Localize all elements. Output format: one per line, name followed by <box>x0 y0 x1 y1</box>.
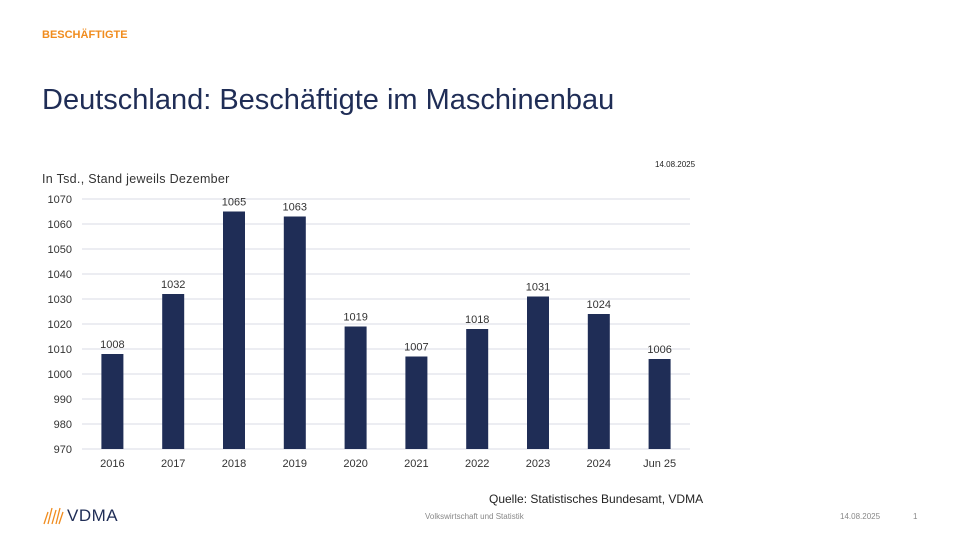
y-tick-label: 990 <box>54 394 72 406</box>
bar <box>648 359 671 449</box>
y-tick-label: 1070 <box>48 194 72 206</box>
x-tick-label: 2018 <box>222 458 246 470</box>
x-tick-label: 2016 <box>100 458 124 470</box>
logo-text: VDMA <box>67 506 119 525</box>
page-title: Deutschland: Beschäftigte im Maschinenba… <box>42 84 615 116</box>
footer-department: Volkswirtschaft und Statistik <box>425 512 524 521</box>
y-tick-label: 980 <box>54 419 72 431</box>
y-tick-label: 970 <box>54 444 72 456</box>
y-tick-label: 1040 <box>48 269 72 281</box>
x-tick-label: 2019 <box>283 458 307 470</box>
y-tick-label: 1030 <box>48 294 72 306</box>
bar <box>283 216 306 449</box>
bar <box>466 329 489 449</box>
footer-date: 14.08.2025 <box>840 512 881 521</box>
y-tick-label: 1060 <box>48 219 72 231</box>
data-label: 1065 <box>222 197 246 209</box>
x-tick-label: 2020 <box>343 458 367 470</box>
x-tick-label: Jun 25 <box>643 458 676 470</box>
data-label: 1032 <box>161 279 185 291</box>
y-tick-label: 1000 <box>48 369 72 381</box>
data-label: 1008 <box>100 339 124 351</box>
bar <box>223 211 245 449</box>
x-tick-label: 2021 <box>404 458 428 470</box>
kicker: BESCHÄFTIGTE <box>42 29 128 41</box>
data-label: 1024 <box>587 299 611 311</box>
y-tick-label: 1020 <box>48 319 72 331</box>
data-label: 1006 <box>647 344 671 356</box>
x-tick-label: 2022 <box>465 458 489 470</box>
source-note: Quelle: Statistisches Bundesamt, VDMA <box>489 492 704 506</box>
data-label: 1018 <box>465 314 489 326</box>
x-tick-label: 2017 <box>161 458 185 470</box>
chart-subtitle: In Tsd., Stand jeweils Dezember <box>42 172 230 186</box>
page-number: 1 <box>913 512 918 521</box>
y-tick-label: 1050 <box>48 244 72 256</box>
data-label: 1031 <box>526 282 550 294</box>
chart-date: 14.08.2025 <box>655 160 696 169</box>
x-tick-label: 2023 <box>526 458 550 470</box>
data-label: 1019 <box>343 312 367 324</box>
data-label: 1063 <box>283 202 307 214</box>
vdma-logo: VDMA <box>42 506 118 526</box>
data-label: 1007 <box>404 342 428 354</box>
bar <box>527 296 549 449</box>
bar <box>101 354 124 449</box>
x-tick-label: 2024 <box>587 458 611 470</box>
logo-mark-icon <box>43 507 64 525</box>
bar <box>344 326 367 449</box>
bar <box>587 314 610 449</box>
bar <box>162 294 185 449</box>
y-tick-label: 1010 <box>48 344 72 356</box>
bar <box>405 356 428 449</box>
